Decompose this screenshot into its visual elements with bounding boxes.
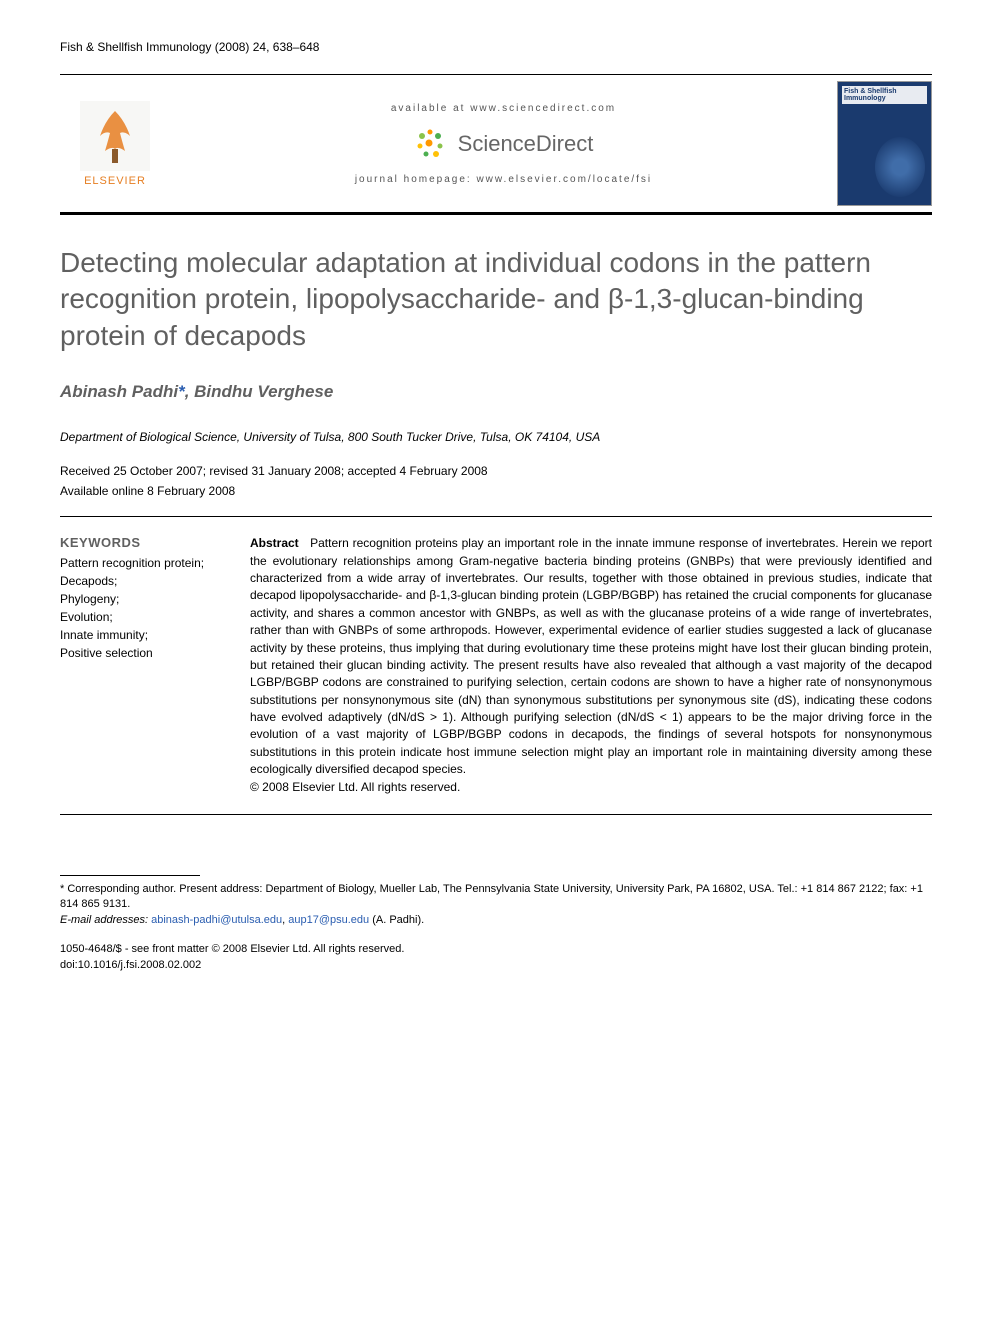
- author-1: Abinash Padhi: [60, 382, 178, 401]
- elsevier-wordmark: ELSEVIER: [84, 175, 146, 187]
- email-link-2[interactable]: aup17@psu.edu: [288, 914, 369, 926]
- available-online-date: Available online 8 February 2008: [60, 484, 932, 498]
- keywords-heading: KEYWORDS: [60, 535, 220, 550]
- content-row: KEYWORDS Pattern recognition protein; De…: [60, 535, 932, 796]
- banner-center: available at www.sciencedirect.com Scien…: [170, 75, 837, 212]
- affiliation: Department of Biological Science, Univer…: [60, 430, 932, 444]
- header-citation: Fish & Shellfish Immunology (2008) 24, 6…: [60, 40, 932, 54]
- journal-homepage-text: journal homepage: www.elsevier.com/locat…: [355, 174, 652, 185]
- email-author-name: (A. Padhi).: [369, 914, 424, 926]
- elsevier-tree-icon: [80, 101, 150, 171]
- doi-line: doi:10.1016/j.fsi.2008.02.002: [60, 958, 932, 973]
- bottom-info: 1050-4648/$ - see front matter © 2008 El…: [60, 942, 932, 973]
- corresponding-author-footnote: * Corresponding author. Present address:…: [60, 882, 932, 913]
- authors-line: Abinash Padhi*, Bindhu Verghese: [60, 382, 932, 402]
- abstract: Abstract Pattern recognition proteins pl…: [250, 535, 932, 796]
- journal-cover-title: Fish & Shellfish Immunology: [842, 86, 927, 104]
- elsevier-logo: ELSEVIER: [60, 75, 170, 212]
- journal-cover-thumbnail: Fish & Shellfish Immunology: [837, 81, 932, 206]
- divider-bottom: [60, 814, 932, 815]
- abstract-body: Pattern recognition proteins play an imp…: [250, 536, 932, 776]
- keywords-list: Pattern recognition protein; Decapods; P…: [60, 554, 220, 662]
- article-page: Fish & Shellfish Immunology (2008) 24, 6…: [0, 0, 992, 1003]
- footnote-separator: [60, 875, 200, 876]
- author-2: Bindhu Verghese: [194, 382, 333, 401]
- abstract-label: Abstract: [250, 536, 299, 550]
- sciencedirect-wordmark: ScienceDirect: [458, 131, 594, 157]
- available-at-text: available at www.sciencedirect.com: [391, 103, 616, 114]
- email-link-1[interactable]: abinash-padhi@utulsa.edu: [151, 914, 282, 926]
- sciencedirect-logo: ScienceDirect: [414, 126, 594, 162]
- abstract-copyright: © 2008 Elsevier Ltd. All rights reserved…: [250, 780, 460, 794]
- issn-line: 1050-4648/$ - see front matter © 2008 El…: [60, 942, 932, 957]
- email-footnote: E-mail addresses: abinash-padhi@utulsa.e…: [60, 913, 932, 928]
- corresponding-author-mark[interactable]: *: [178, 382, 185, 401]
- received-dates: Received 25 October 2007; revised 31 Jan…: [60, 464, 932, 478]
- author-separator: ,: [185, 382, 194, 401]
- divider-top: [60, 516, 932, 517]
- sciencedirect-icon: [414, 126, 450, 162]
- publisher-banner: ELSEVIER available at www.sciencedirect.…: [60, 74, 932, 215]
- email-label: E-mail addresses:: [60, 914, 151, 926]
- article-title: Detecting molecular adaptation at indivi…: [60, 245, 932, 354]
- journal-cover-image: [875, 137, 925, 197]
- keywords-box: KEYWORDS Pattern recognition protein; De…: [60, 535, 220, 796]
